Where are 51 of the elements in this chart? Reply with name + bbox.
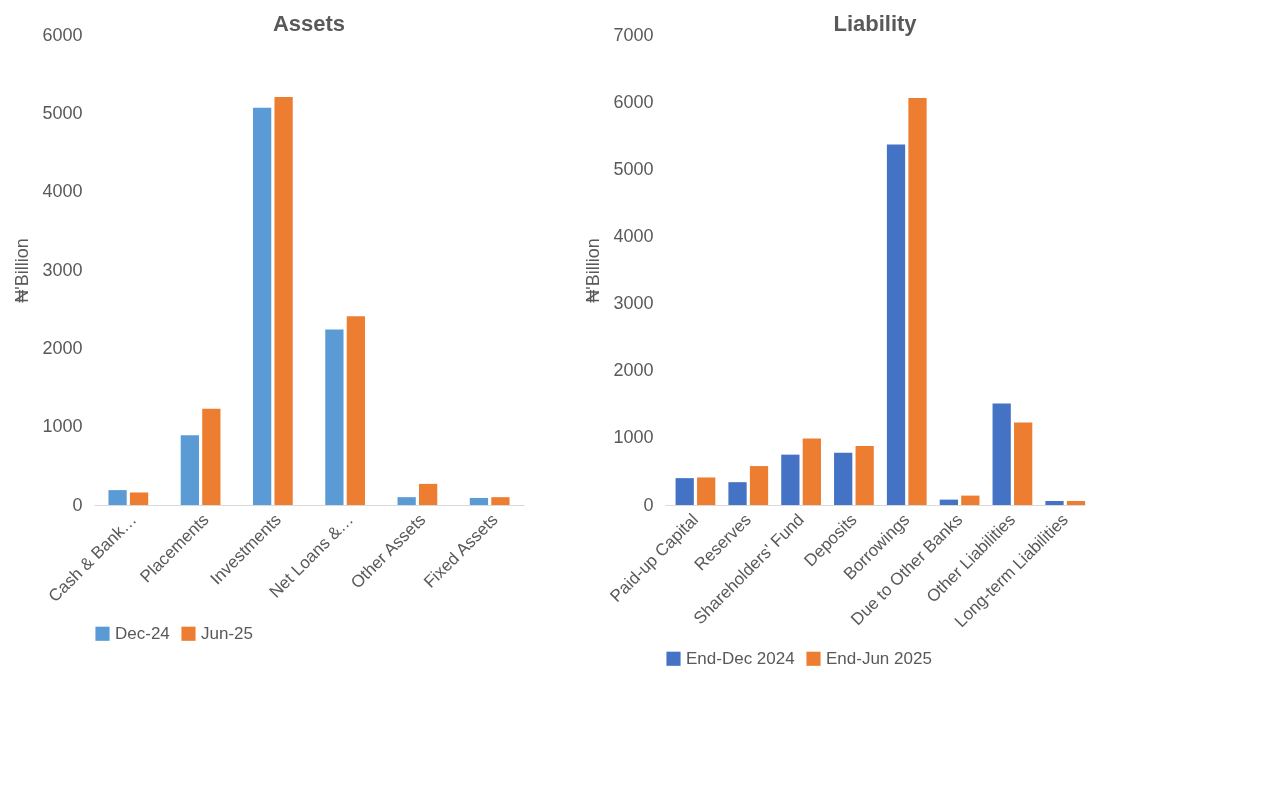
bar: [491, 497, 510, 505]
bar: [992, 403, 1011, 505]
chart-title: Liability: [833, 11, 918, 36]
y-tick-label: 6000: [42, 24, 83, 45]
y-tick-label: 2000: [42, 337, 83, 358]
y-tick-label: 3000: [42, 259, 83, 280]
bar: [855, 445, 874, 505]
y-axis-title: ₦'Billion: [12, 238, 33, 303]
bar: [781, 454, 800, 505]
bar: [202, 408, 221, 505]
y-tick-label: 5000: [42, 102, 83, 123]
bar: [252, 107, 272, 505]
bar: [886, 144, 906, 505]
bar: [346, 316, 366, 505]
bar: [1066, 500, 1086, 505]
y-tick-label: 7000: [613, 24, 654, 45]
bar: [129, 492, 149, 505]
bar: [469, 497, 489, 505]
bar: [1014, 422, 1033, 505]
bar: [419, 483, 438, 505]
bar: [325, 329, 344, 505]
y-tick-label: 2000: [613, 360, 654, 381]
y-tick-label: 6000: [613, 91, 654, 112]
legend-label: Dec-24: [115, 623, 170, 643]
y-tick-label: 1000: [42, 416, 83, 437]
bar: [274, 96, 293, 505]
legend-label: End-Dec 2024: [686, 648, 795, 668]
legend-label: End-Jun 2025: [826, 648, 932, 668]
bar: [180, 435, 199, 505]
bar: [728, 482, 747, 505]
bar: [908, 98, 927, 505]
y-tick-label: 4000: [613, 225, 654, 246]
y-tick-label: 0: [72, 494, 83, 515]
bar: [749, 466, 769, 505]
bar: [675, 478, 694, 505]
bar: [397, 497, 416, 505]
y-tick-label: 3000: [613, 293, 654, 314]
y-tick-label: 5000: [613, 158, 654, 179]
y-axis-title: ₦'Billion: [583, 238, 604, 303]
y-tick-label: 1000: [613, 427, 654, 448]
bar: [108, 490, 127, 505]
bar: [834, 452, 853, 505]
bar: [697, 477, 716, 505]
bar: [802, 438, 821, 505]
y-tick-label: 4000: [42, 181, 83, 202]
bar: [961, 495, 980, 505]
bar: [939, 499, 958, 505]
chart-title: Assets: [272, 11, 346, 36]
y-tick-label: 0: [643, 494, 654, 515]
bar: [1045, 500, 1064, 505]
legend-label: Jun-25: [201, 623, 253, 643]
